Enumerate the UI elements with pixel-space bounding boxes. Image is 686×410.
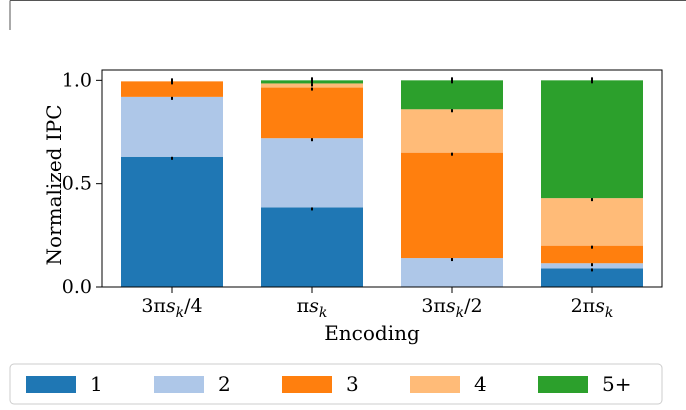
axes-frame [101,69,663,288]
bar-segment [541,198,643,246]
bar-segment [401,109,503,153]
bar-segment [401,80,503,110]
top-frame-line [9,0,686,30]
bar-segment [541,268,643,287]
bar-segment [401,258,503,287]
bar-segment [121,81,223,97]
bar-segment [121,156,223,287]
bar-segment [261,138,363,208]
y-tick-label: 0.5 [62,173,92,195]
legend: 1 2 3 4 5+ [9,363,663,405]
legend-label: 4 [474,372,487,396]
bar-segment [121,96,223,157]
legend-label: 5+ [602,372,631,396]
x-axis-label: Encoding [324,321,420,345]
legend-label: 2 [218,372,231,396]
legend-swatch [26,376,76,393]
y-tick-label: 0.0 [62,276,92,298]
plot-area: 0.0 0.5 1.0 3πsk/4 πsk 3πsk/2 2πsk [62,69,663,321]
bar-segment [261,207,363,287]
x-tick-label: πsk [297,295,328,321]
bar-segment [541,80,643,199]
x-tick-label: 3πsk/4 [141,295,202,321]
legend-label: 3 [346,372,359,396]
legend-label: 1 [90,372,103,396]
x-tick-label: 2πsk [571,295,614,321]
legend-swatch [154,376,204,393]
legend-box [9,363,663,405]
y-axis-label: Normalized IPC [42,105,66,266]
y-tick-label: 1.0 [62,69,92,91]
bar-segment [541,245,643,264]
legend-swatch [538,376,588,393]
legend-swatch [410,376,460,393]
x-tick-label: 3πsk/2 [421,295,482,321]
bar-segment [261,87,363,139]
legend-swatch [282,376,332,393]
bar-segment [401,152,503,259]
